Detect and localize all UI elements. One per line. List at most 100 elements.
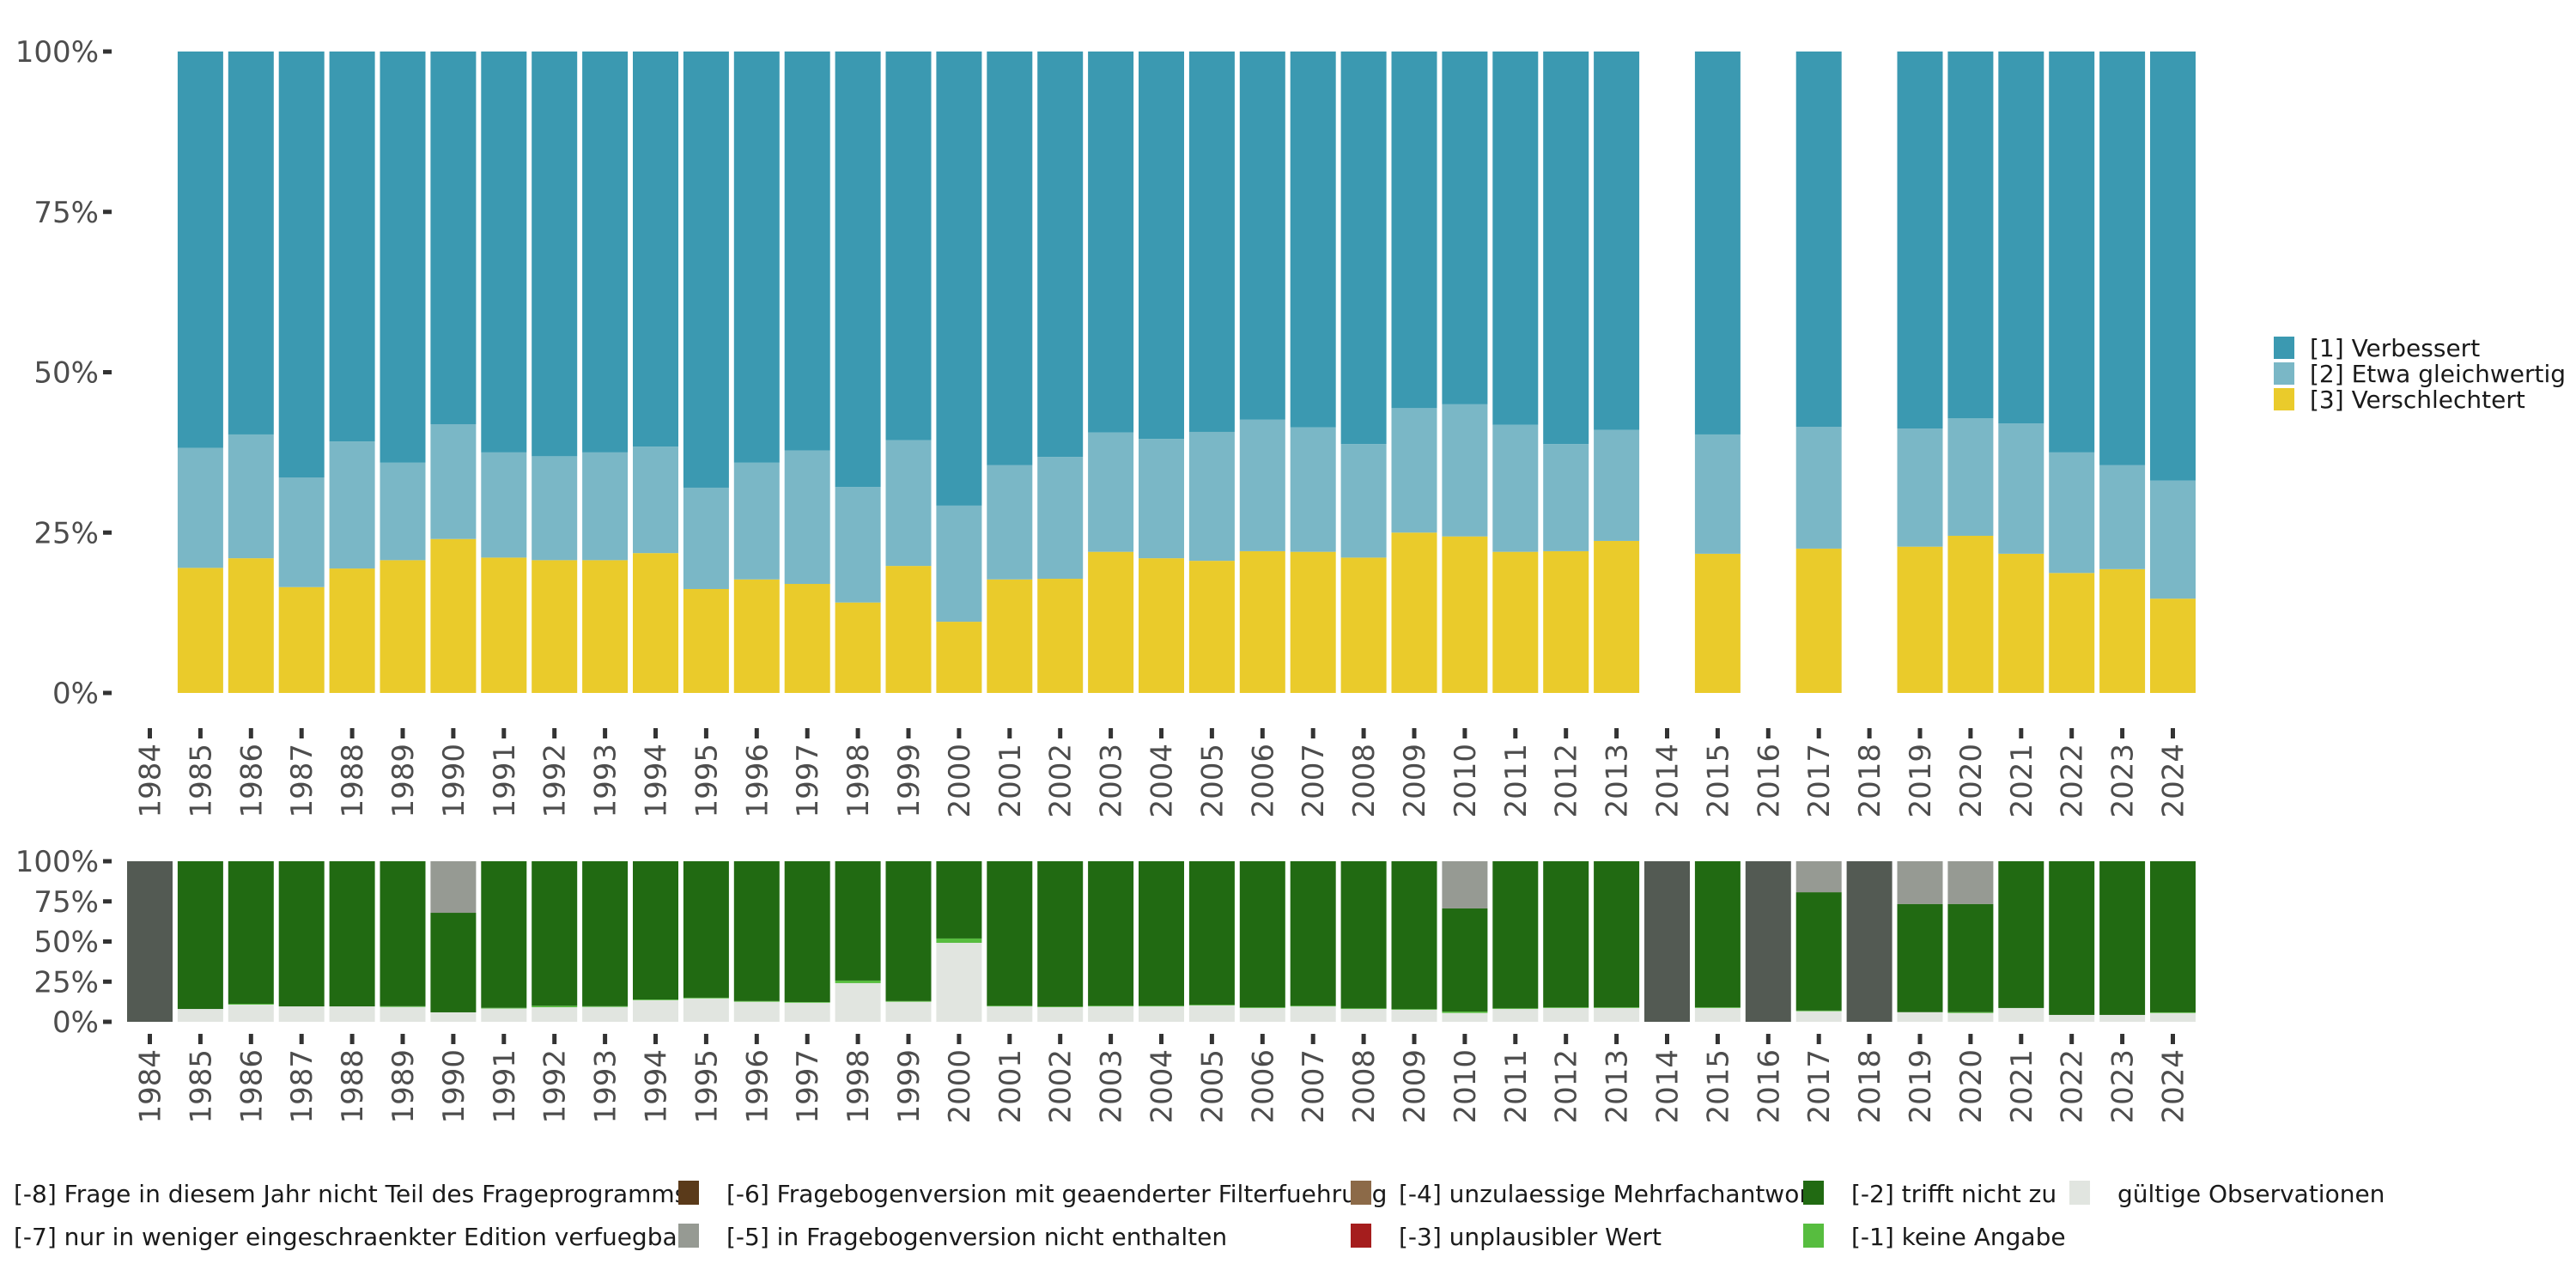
x-tick-label: 2024: [2157, 744, 2191, 818]
bar-1989-s0: [380, 560, 426, 693]
bar-1993-s2: [582, 861, 629, 1006]
x-tick-label: 2006: [1246, 744, 1280, 818]
bar-2000-s2: [936, 861, 982, 939]
bar-2002-s1: [1037, 1006, 1084, 1007]
bar-2012-s1: [1543, 444, 1589, 551]
bar-1992-s2: [532, 52, 578, 457]
bar-1998-s1: [835, 980, 881, 983]
x-tick-label: 2003: [1095, 1049, 1129, 1124]
bottom-plot: [127, 861, 2196, 1022]
bar-2008-s2: [1340, 861, 1387, 1009]
legend-label: [2] Etwa gleichwertig: [2310, 360, 2566, 388]
x-tick-label: 2009: [1398, 1049, 1432, 1124]
bar-2013-s0: [1594, 540, 1640, 693]
bar-1986-s2: [228, 52, 274, 434]
x-tick-label: 1995: [690, 744, 724, 818]
bar-1988-s2: [329, 52, 375, 442]
bar-1991-s0: [481, 557, 527, 693]
x-tick-label: 2021: [2005, 744, 2039, 818]
bar-2020-s2: [1947, 52, 1994, 419]
bar-2001-s0: [987, 579, 1033, 693]
x-tick-label: 2000: [943, 1049, 977, 1124]
x-tick-label: 1998: [841, 744, 876, 818]
bar-2005-s0: [1188, 1005, 1235, 1022]
bar-1997-s1: [784, 450, 830, 585]
bar-1987-s0: [278, 586, 325, 693]
bar-2023-s0: [2099, 568, 2146, 693]
bar-2011-s1: [1492, 424, 1539, 552]
bar-1995-s0: [683, 588, 729, 693]
bar-1996-s1: [733, 462, 780, 580]
bar-1989-s2: [380, 861, 426, 1006]
bar-2007-s0: [1290, 551, 1336, 693]
x-tick-label: 2016: [1752, 1049, 1786, 1124]
bar-2002-s2: [1037, 861, 1084, 1007]
bar-1990-s5: [430, 861, 477, 914]
bar-2003-s2: [1088, 861, 1134, 1006]
bar-2002-s2: [1037, 52, 1084, 458]
bottom-y-axis: 0% 25% 50% 75% 100%: [15, 845, 112, 1040]
bar-2015-s1: [1694, 434, 1741, 554]
top-x-axis: 1984 1985 1986 1987 1988 1989 1990 1991 1992 1993…: [134, 728, 2191, 818]
bar-1985-s0: [177, 1009, 223, 1022]
bar-2002-s0: [1037, 1006, 1084, 1022]
legend-label: [-8] Frage in diesem Jahr nicht Teil des…: [14, 1180, 687, 1208]
legend-label: [-1] keine Angabe: [1851, 1223, 2066, 1251]
x-tick-label: 2008: [1347, 1049, 1382, 1124]
top-legend: [1] Verbessert[2] Etwa gleichwertig[3] V…: [2274, 334, 2566, 414]
bar-1991-s2: [481, 52, 527, 453]
legend-swatch: [678, 1181, 699, 1205]
legend-label: [1] Verbessert: [2310, 334, 2480, 362]
bar-2008-s1: [1340, 444, 1387, 558]
bar-2012-s2: [1543, 52, 1589, 445]
bar-2011-s0: [1492, 551, 1539, 693]
y-tick-label: 50%: [33, 926, 99, 960]
bar-2021-s0: [1998, 1007, 2044, 1022]
bar-2010-s0: [1442, 1012, 1488, 1022]
bar-1992-s0: [532, 560, 578, 693]
bar-1987-s2: [278, 52, 325, 478]
bar-2005-s0: [1188, 561, 1235, 693]
x-tick-label: 2005: [1195, 744, 1230, 818]
x-tick-label: 2017: [1802, 1049, 1837, 1124]
bar-1998-s0: [835, 602, 881, 693]
bar-2004-s2: [1139, 861, 1184, 1006]
bar-2018-s8: [1846, 861, 1893, 1022]
x-tick-label: 1985: [184, 1049, 218, 1124]
bar-2009-s1: [1391, 408, 1437, 533]
bar-1990-s1: [430, 424, 477, 539]
bar-2023-s2: [2099, 52, 2146, 465]
bar-2020-s0: [1947, 535, 1994, 693]
bar-1994-s1: [633, 999, 678, 1000]
x-tick-label: 2008: [1347, 744, 1382, 818]
bar-2006-s0: [1239, 1007, 1285, 1022]
x-tick-label: 2010: [1449, 1049, 1483, 1124]
bar-1986-s2: [228, 861, 274, 1005]
x-tick-label: 1997: [791, 1049, 825, 1124]
x-tick-label: 1997: [791, 744, 825, 818]
legend-swatch: [1803, 1181, 1824, 1205]
bar-1995-s1: [683, 997, 729, 999]
bar-1994-s1: [633, 447, 678, 554]
bar-2021-s1: [1998, 423, 2044, 554]
bar-2001-s1: [987, 1005, 1033, 1007]
bar-2015-s2: [1694, 52, 1741, 434]
x-tick-label: 1989: [386, 744, 421, 818]
bar-2007-s1: [1290, 1005, 1336, 1007]
x-tick-label: 2010: [1449, 744, 1483, 818]
bar-1986-s0: [228, 558, 274, 693]
bar-2011-s2: [1492, 52, 1539, 425]
bar-1998-s2: [835, 52, 881, 488]
bar-2017-s2: [1795, 52, 1842, 427]
bar-1987-s1: [278, 477, 325, 587]
bar-2007-s2: [1290, 52, 1336, 428]
legend-label: gültige Observationen: [2117, 1180, 2385, 1208]
legend-swatch: [2274, 388, 2294, 410]
bar-2015-s2: [1694, 861, 1741, 1008]
bar-1996-s2: [733, 52, 780, 463]
x-tick-label: 2011: [1499, 1049, 1534, 1124]
bar-2010-s1: [1442, 404, 1488, 537]
x-tick-label: 1987: [285, 1049, 319, 1124]
bar-2006-s0: [1239, 550, 1285, 693]
top-plot: [177, 52, 2196, 693]
